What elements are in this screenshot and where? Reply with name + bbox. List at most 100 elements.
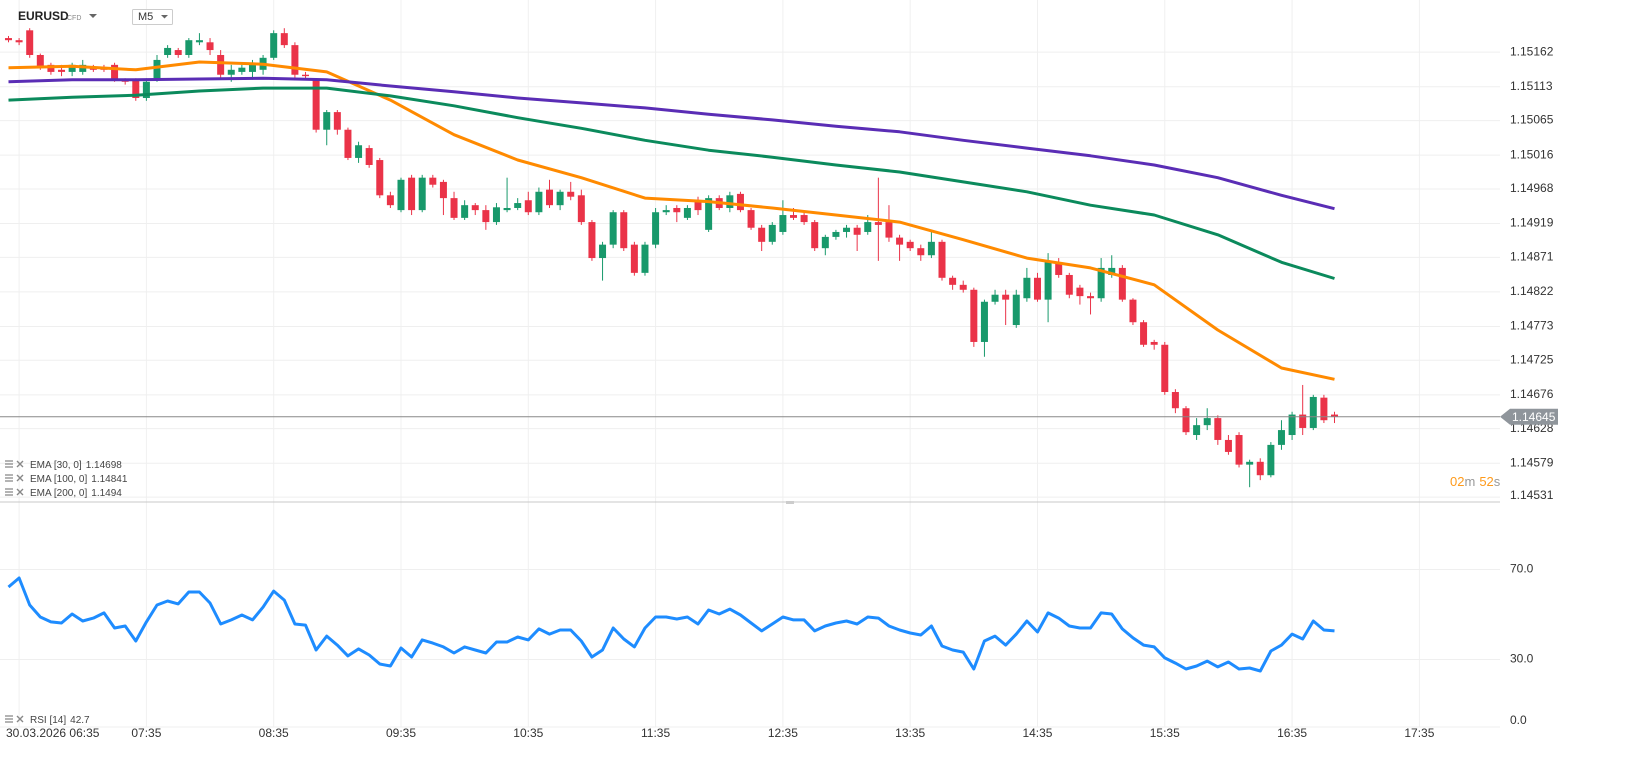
candle-body [609,212,617,245]
legend-item: RSI [14] 42.7 [5,715,90,726]
candle-body [1203,418,1211,426]
ema-line [8,60,1335,381]
candle-body [47,64,55,72]
candle-body [599,244,607,259]
candle-body [556,191,564,206]
candle-body [227,69,235,75]
timeframe-box [132,9,173,25]
candle-body [683,207,691,218]
x-tick-label: 09:35 [386,726,416,740]
candle-body [1235,435,1243,465]
symbol-selector[interactable]: EURUSD CFD [18,9,97,23]
candle-body [1055,262,1063,275]
y-tick-label: 1.14968 [1510,181,1554,195]
candle-body [577,195,585,223]
plot-area [0,28,1500,673]
y-tick-label: 1.14871 [1510,250,1554,264]
legend-menu-icon [5,474,13,482]
legend-name: EMA [100, 0] [30,474,87,485]
y-tick-label: 1.14773 [1510,319,1554,333]
candle-body [1182,408,1190,433]
legend-value: 1.1494 [91,488,122,499]
candle-body [1108,267,1116,275]
panel-handle[interactable] [786,501,794,504]
candle-body [980,301,988,342]
legend-remove-icon [16,460,24,468]
last-price-tag [1500,408,1558,425]
candle-body [248,64,256,72]
candle-body [524,200,532,213]
y-tick-label: 1.14676 [1510,387,1554,401]
candle-body [811,222,819,249]
legend-menu-icon [5,715,13,723]
candle-body [1065,274,1073,295]
x-tick-label: 13:35 [895,726,925,740]
candle-body [949,277,957,285]
candle-body [843,227,851,232]
rsi-line [7,576,1335,673]
candle-body [450,198,458,218]
candle-body [747,210,755,228]
candle-body [1224,439,1232,452]
candle-body [546,189,554,206]
y-tick-label: 1.15016 [1510,147,1554,161]
candle-body [1002,294,1010,300]
y-tick-label: 0.0 [1510,713,1527,727]
candle-body [1150,341,1158,345]
candle-body [142,81,150,99]
candle-body [588,222,596,259]
y-tick-label: 1.14579 [1510,455,1554,469]
candle-body [4,38,12,41]
candle-body [800,215,808,223]
candle-body [970,289,978,342]
legend-item: EMA [100, 0] 1.14841 [5,474,128,485]
candle-body [938,241,946,278]
candle-body [471,205,479,211]
candle-body [386,195,394,206]
x-tick-label: 11:35 [641,726,670,740]
candle-body [174,50,182,55]
candle-body [874,222,882,225]
y-tick-label: 30.0 [1510,652,1534,666]
candle-body [492,207,500,223]
dropdown-caret [89,14,97,18]
candle-body [68,64,76,72]
legend-item: EMA [200, 0] 1.1494 [5,488,122,499]
candle-body [514,203,522,208]
y-tick-label: 1.15065 [1510,113,1554,127]
candle-body [344,129,352,158]
candle-body [79,64,87,72]
candle-body [482,210,490,223]
candle-body [355,145,363,158]
candle-body [323,112,331,130]
candle-body [630,244,638,273]
candle-body [758,227,766,242]
x-tick-label: 16:35 [1277,726,1307,740]
y-tick-label: 1.14531 [1510,488,1554,502]
candle-body [1012,294,1020,326]
candle-body [291,45,299,75]
candle-body [1044,262,1052,300]
legend-remove-icon [16,474,24,482]
candle-body [418,177,426,211]
candle-body [1076,287,1084,297]
candle-body [906,241,914,249]
x-tick-label: 15:35 [1150,726,1180,740]
candle-body [927,241,935,256]
timeframe-selector[interactable]: M5 [132,9,173,25]
candle-body [1193,425,1201,436]
candle-body [789,215,797,218]
x-tick-label: 07:35 [131,726,161,740]
candle-body [991,294,999,302]
candle-body [768,224,776,242]
legend-menu-icon [5,488,13,496]
candle-body [312,79,320,130]
candle-body [1320,397,1328,421]
candle-body [195,40,203,43]
candle-body [705,198,713,230]
legend-value: 42.7 [70,715,90,726]
legend-value: 1.14841 [91,474,128,485]
candle-body [1288,414,1296,436]
legend-name: EMA [30, 0] [30,460,82,471]
candle-body [280,33,288,46]
